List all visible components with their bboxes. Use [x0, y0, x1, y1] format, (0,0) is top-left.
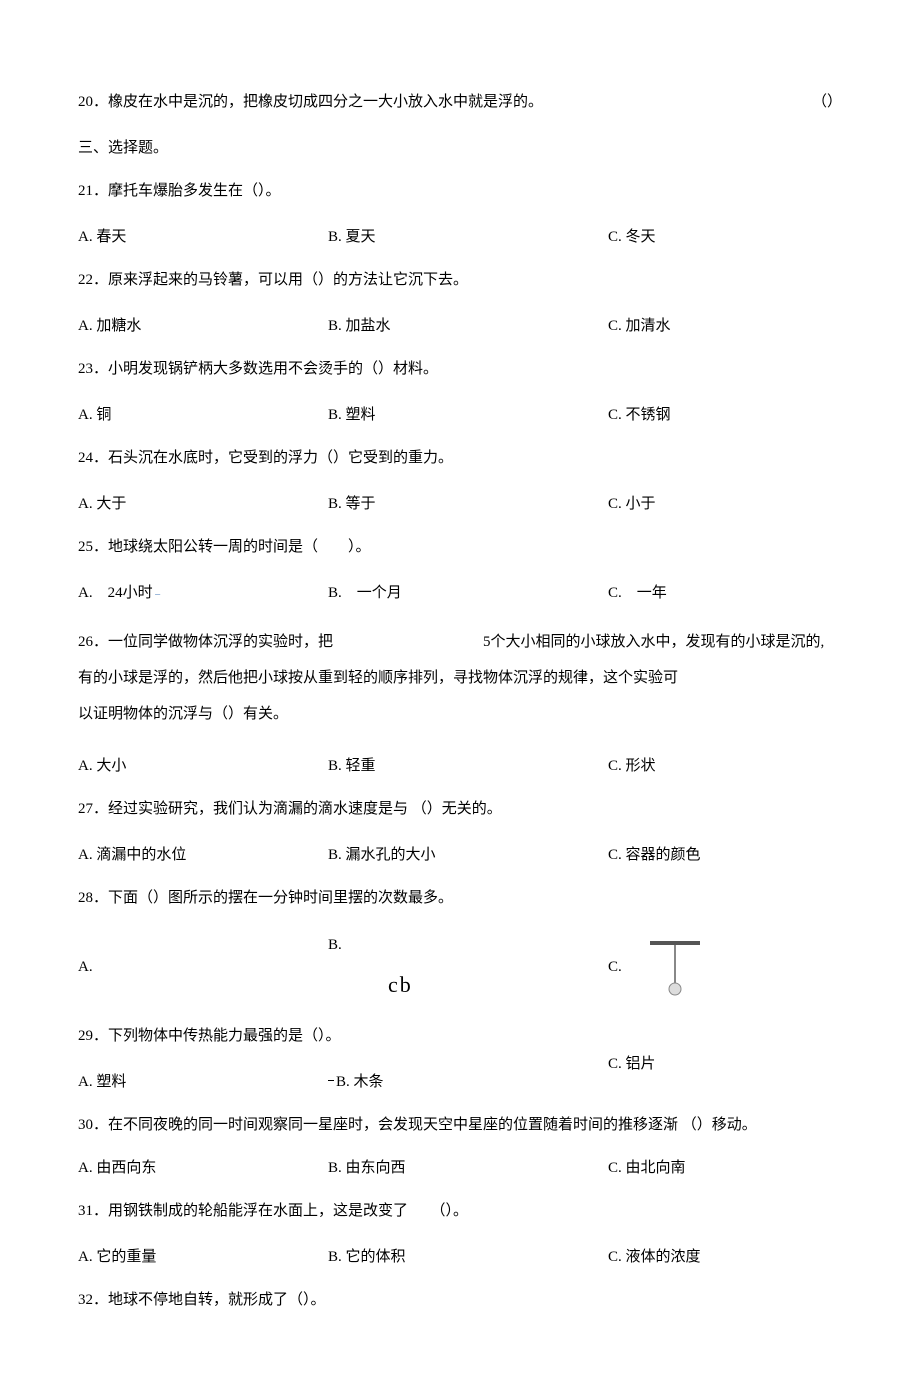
q28-b-label: B. — [328, 937, 608, 954]
q28-opt-a: A. — [78, 959, 328, 976]
q25-options: A. 24小时 – B. 一个月 C. 一年 — [78, 581, 842, 602]
q27-options: A. 滴漏中的水位 B. 漏水孔的大小 C. 容器的颜色 — [78, 843, 842, 864]
q23-text: 小明发现锅铲柄大多数选用不会烫手的（）材料。 — [108, 357, 842, 381]
q29-opt-b: B. 木条 — [328, 1070, 608, 1091]
q26-line1b: 5个大小相同的小球放入水中，发现有的小球是沉的, — [483, 624, 824, 660]
q32-text: 地球不停地自转，就形成了（）。 — [108, 1288, 842, 1312]
question-31: 31． 用钢铁制成的轮船能浮在水面上，这是改变了 （）。 — [78, 1199, 842, 1223]
q25-opt-c: C. 一年 — [608, 581, 667, 602]
q30-opt-c: C. 由北向南 — [608, 1156, 686, 1177]
q25-a-val: 24小时 — [108, 585, 153, 601]
q26-opt-c: C. 形状 — [608, 754, 656, 775]
q22-opt-b: B. 加盐水 — [328, 314, 608, 335]
q22-num: 22． — [78, 268, 108, 292]
question-22: 22． 原来浮起来的马铃薯，可以用（）的方法让它沉下去。 — [78, 268, 842, 292]
q25-num: 25． — [78, 535, 108, 559]
q31-text: 用钢铁制成的轮船能浮在水面上，这是改变了 （）。 — [108, 1199, 842, 1223]
q26-opt-a: A. 大小 — [78, 754, 328, 775]
q22-text: 原来浮起来的马铃薯，可以用（）的方法让它沉下去。 — [108, 268, 842, 292]
q26-num: 26． — [78, 624, 108, 660]
q27-opt-a: A. 滴漏中的水位 — [78, 843, 328, 864]
q25-text: 地球绕太阳公转一周的时间是（ ）。 — [108, 535, 842, 559]
q26-line3: 以证明物体的沉浮与（）有关。 — [78, 696, 842, 732]
q21-text: 摩托车爆胎多发生在（）。 — [108, 179, 842, 203]
q23-opt-b: B. 塑料 — [328, 403, 608, 424]
q21-options: A. 春天 B. 夏天 C. 冬天 — [78, 225, 842, 246]
q21-opt-a: A. 春天 — [78, 225, 328, 246]
question-20: 20． 橡皮在水中是沉的，把橡皮切成四分之一大小放入水中就是浮的。 （） — [78, 90, 842, 114]
question-30: 30．在不同夜晚的同一时间观察同一星座时，会发现天空中星座的位置随着时间的推移逐… — [78, 1113, 842, 1134]
question-24: 24． 石头沉在水底时，它受到的浮力（）它受到的重力。 — [78, 446, 842, 470]
q25-opt-b: B. 一个月 — [328, 581, 608, 602]
q26-line1a: 一位同学做物体沉浮的实验时，把 — [108, 624, 333, 660]
q28-opt-c: C. — [608, 937, 710, 997]
q28-options: A. B. cb C. — [78, 932, 842, 1002]
q21-opt-c: C. 冬天 — [608, 225, 656, 246]
q26-options: A. 大小 B. 轻重 C. 形状 — [78, 754, 842, 775]
q20-paren: （） — [812, 90, 842, 114]
question-26: 26． 一位同学做物体沉浮的实验时，把 5个大小相同的小球放入水中，发现有的小球… — [78, 624, 842, 732]
q21-opt-b: B. 夏天 — [328, 225, 608, 246]
q32-num: 32． — [78, 1288, 108, 1312]
dash-icon — [328, 1080, 334, 1081]
q22-opt-a: A. 加糖水 — [78, 314, 328, 335]
question-32: 32． 地球不停地自转，就形成了（）。 — [78, 1288, 842, 1312]
pendulum-icon — [640, 937, 710, 997]
q28-text: 下面（）图所示的摆在一分钟时间里摆的次数最多。 — [108, 886, 842, 910]
q29-opt-c: C. 铝片 — [608, 1052, 656, 1073]
q29-options: A. 塑料 B. 木条 C. 铝片 — [78, 1070, 842, 1091]
q31-opt-a: A. 它的重量 — [78, 1245, 328, 1266]
q29-num: 29． — [78, 1024, 108, 1048]
question-23: 23． 小明发现锅铲柄大多数选用不会烫手的（）材料。 — [78, 357, 842, 381]
q22-opt-c: C. 加清水 — [608, 314, 671, 335]
q26-line2: 有的小球是浮的，然后他把小球按从重到轻的顺序排列，寻找物体沉浮的规律，这个实验可 — [78, 660, 842, 696]
q31-options: A. 它的重量 B. 它的体积 C. 液体的浓度 — [78, 1245, 842, 1266]
q24-text: 石头沉在水底时，它受到的浮力（）它受到的重力。 — [108, 446, 842, 470]
q24-opt-c: C. 小于 — [608, 492, 656, 513]
q31-num: 31． — [78, 1199, 108, 1223]
q30-options: A. 由西向东 B. 由东向西 C. 由北向南 — [78, 1156, 842, 1177]
q30-num: 30． — [78, 1117, 108, 1133]
q30-opt-b: B. 由东向西 — [328, 1156, 608, 1177]
q24-opt-b: B. 等于 — [328, 492, 608, 513]
q20-num: 20． — [78, 90, 108, 114]
q28-num: 28． — [78, 886, 108, 910]
q25-a-prefix: A. — [78, 585, 108, 601]
q24-options: A. 大于 B. 等于 C. 小于 — [78, 492, 842, 513]
q24-opt-a: A. 大于 — [78, 492, 328, 513]
q27-opt-c: C. 容器的颜色 — [608, 843, 701, 864]
q29-b-text: B. 木条 — [336, 1070, 384, 1091]
question-28: 28． 下面（）图所示的摆在一分钟时间里摆的次数最多。 — [78, 886, 842, 910]
q26-gap — [333, 624, 483, 660]
q22-options: A. 加糖水 B. 加盐水 C. 加清水 — [78, 314, 842, 335]
q27-opt-b: B. 漏水孔的大小 — [328, 843, 608, 864]
q20-text: 橡皮在水中是沉的，把橡皮切成四分之一大小放入水中就是浮的。 — [108, 90, 812, 114]
q31-opt-b: B. 它的体积 — [328, 1245, 608, 1266]
section-3-heading: 三、选择题。 — [78, 136, 842, 157]
q28-cb-text: cb — [388, 972, 608, 998]
q27-num: 27． — [78, 797, 108, 821]
q26-opt-b: B. 轻重 — [328, 754, 608, 775]
q29-opt-a: A. 塑料 — [78, 1070, 328, 1091]
question-25: 25． 地球绕太阳公转一周的时间是（ ）。 — [78, 535, 842, 559]
q30-opt-a: A. 由西向东 — [78, 1156, 328, 1177]
question-27: 27． 经过实验研究，我们认为滴漏的滴水速度是与 （）无关的。 — [78, 797, 842, 821]
q25-opt-a: A. 24小时 – — [78, 581, 328, 602]
q23-opt-c: C. 不锈钢 — [608, 403, 671, 424]
q29-text: 下列物体中传热能力最强的是（）。 — [108, 1024, 842, 1048]
q23-opt-a: A. 铜 — [78, 403, 328, 424]
q28-c-label: C. — [608, 959, 622, 976]
q23-options: A. 铜 B. 塑料 C. 不锈钢 — [78, 403, 842, 424]
q28-opt-b: B. cb — [328, 937, 608, 998]
q27-text: 经过实验研究，我们认为滴漏的滴水速度是与 （）无关的。 — [108, 797, 842, 821]
q21-num: 21． — [78, 179, 108, 203]
question-21: 21． 摩托车爆胎多发生在（）。 — [78, 179, 842, 203]
q25-a-dash: – — [153, 589, 161, 600]
q24-num: 24． — [78, 446, 108, 470]
q31-opt-c: C. 液体的浓度 — [608, 1245, 701, 1266]
question-29: 29． 下列物体中传热能力最强的是（）。 — [78, 1024, 842, 1048]
q30-text: 在不同夜晚的同一时间观察同一星座时，会发现天空中星座的位置随着时间的推移逐渐 （… — [108, 1117, 757, 1133]
q23-num: 23． — [78, 357, 108, 381]
